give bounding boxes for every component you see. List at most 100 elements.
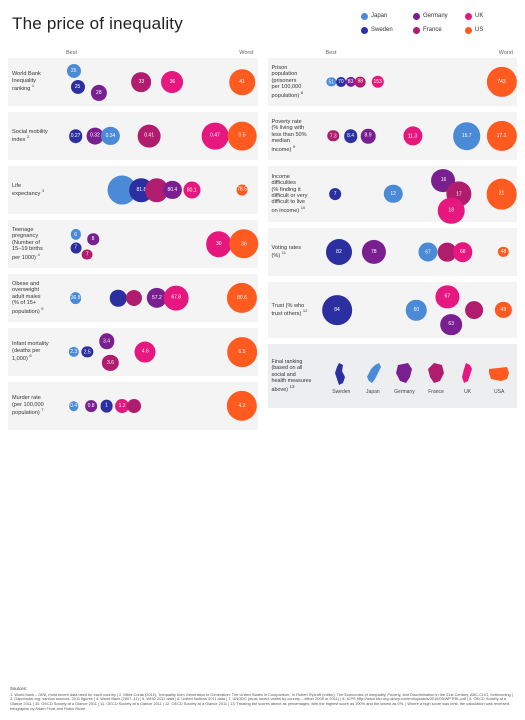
- bubble-us: 743: [486, 67, 516, 97]
- bubble-us: 6.5: [227, 337, 257, 367]
- country-sweden: Sweden: [329, 359, 353, 395]
- bubble-uk: 68: [453, 242, 473, 262]
- row-trust: Trust (% whotrust others) 128460676349: [268, 282, 518, 338]
- bubble-uk: 11.3: [403, 126, 422, 145]
- row-teenage-pregnancy: Teenagepregnancy(Number of15–19 birthspe…: [8, 220, 258, 268]
- row-track: 7.38.48.911.315.717.1: [324, 112, 518, 160]
- bubble-uk: 30: [206, 231, 232, 257]
- country-label: USA: [494, 389, 504, 395]
- bubble-france: [466, 301, 484, 319]
- final-items: SwedenJapanGermanyFranceUKUSA: [324, 355, 518, 397]
- legend-label: France: [423, 27, 442, 33]
- country-label: Germany: [394, 389, 415, 395]
- bubble-uk: 0.47: [202, 123, 229, 150]
- row-label: World BankInequalityranking 1: [8, 68, 64, 95]
- country-label: Sweden: [332, 389, 350, 395]
- bubble-japan: 25: [67, 64, 81, 78]
- bubble-japan: 0.4: [69, 401, 79, 411]
- legend-dot: [361, 13, 368, 20]
- row-label: Poverty rate(% living withless than 50%m…: [268, 116, 324, 156]
- legend-label: UK: [475, 13, 483, 19]
- legend-dot: [361, 27, 368, 34]
- bubble-us: 17.1: [486, 121, 516, 151]
- axis-labels: BestWorst: [8, 50, 258, 58]
- legend-dot: [413, 13, 420, 20]
- axis-best: Best: [326, 50, 337, 56]
- bubble-japan: 6: [70, 229, 80, 239]
- bubble-sweden: 82: [326, 239, 352, 265]
- row-track: 0.270.320.340.410.470.5: [64, 112, 258, 160]
- country-shape-icon: [424, 359, 448, 387]
- legend-item-sweden: Sweden: [361, 24, 411, 36]
- row-poverty-rate: Poverty rate(% living withless than 50%m…: [268, 112, 518, 160]
- final-label: Final ranking(based on allsocial andheal…: [268, 356, 324, 396]
- row-label: Teenagepregnancy(Number of15–19 birthspe…: [8, 224, 64, 264]
- bubble-germany: 8: [87, 233, 99, 245]
- row-voting-rates: Voting rates(%) 118278676848: [268, 228, 518, 276]
- column-1: Best Worst Prisonpopulation(prisonersper 1…: [268, 50, 518, 436]
- bubble-france: [126, 290, 142, 306]
- row-track: 67783036: [64, 220, 258, 268]
- bubble-germany: 80.4: [163, 181, 181, 199]
- row-track: 81.880.480.178.5: [64, 166, 258, 214]
- bubble-us: 36: [229, 229, 258, 258]
- country-shape-icon: [329, 359, 353, 387]
- bubble-sweden: 8.4: [344, 129, 358, 143]
- bubble-sweden: 70: [336, 77, 346, 87]
- country-germany: Germany: [392, 359, 416, 395]
- bubble-uk: 80.1: [183, 181, 200, 198]
- bubble-sweden: 0.27: [69, 129, 83, 143]
- column-0: BestWorstWorld BankInequalityranking 125…: [8, 50, 258, 436]
- bubble-japan: 0.34: [101, 127, 119, 145]
- bubble-france: 7: [82, 249, 93, 260]
- country-uk: UK: [456, 359, 480, 395]
- legend-label: US: [475, 27, 483, 33]
- bubble-us: 21: [486, 179, 517, 210]
- sources-text: 1. World bank – GINI, most recent data u…: [10, 693, 515, 713]
- sources: Sources: 1. World bank – GINI, most rece…: [10, 686, 515, 712]
- bubble-france: 0.41: [138, 125, 161, 148]
- country-label: Japan: [366, 389, 380, 395]
- row-label: Prisonpopulation(prisonersper 100,000pop…: [268, 62, 324, 102]
- bubble-uk: 36: [161, 71, 183, 93]
- bubble-japan: 60: [406, 300, 427, 321]
- bubble-uk: 18: [438, 198, 465, 225]
- row-obese-males: Obese andoverweightadult males(% of 15+p…: [8, 274, 258, 322]
- legend: Japan Germany UK Sweden France US: [361, 10, 515, 36]
- row-prison-population: Prisonpopulation(prisonersper 100,000pop…: [268, 58, 518, 106]
- row-label: Social mobilityindex 2: [8, 126, 64, 147]
- row-income-difficulties: Incomedifficulties(% finding itdifficult…: [268, 166, 518, 222]
- bubble-japan: 12: [384, 185, 402, 203]
- bubble-france: [127, 399, 141, 413]
- row-track: 8460676349: [324, 282, 518, 338]
- bubble-germany: 78: [362, 240, 386, 264]
- bubble-japan: 67: [418, 242, 437, 261]
- bubble-uk: 67.8: [164, 286, 189, 311]
- bubble-germany: 28: [91, 84, 107, 100]
- legend-dot: [413, 27, 420, 34]
- row-track: 0.40.811.24.2: [64, 382, 258, 430]
- country-shape-icon: [361, 359, 385, 387]
- bubble-sweden: 7: [329, 188, 341, 200]
- bubble-japan: 36.8: [70, 292, 82, 304]
- row-track: 252528333641: [64, 58, 258, 106]
- axis-worst: Worst: [499, 50, 513, 56]
- bubble-uk: 67: [436, 285, 459, 308]
- legend-label: Japan: [371, 13, 387, 19]
- country-us: USA: [487, 359, 511, 395]
- row-social-mobility: Social mobilityindex 20.270.320.340.410.…: [8, 112, 258, 160]
- legend-item-germany: Germany: [413, 10, 463, 22]
- bubble-japan: 2.3: [68, 347, 78, 357]
- bubble-sweden: 25: [71, 80, 85, 94]
- sources-heading: Sources:: [10, 686, 515, 691]
- bubble-sweden: 7: [70, 242, 81, 253]
- bubble-france: 98: [355, 77, 366, 88]
- legend-label: Germany: [423, 13, 448, 19]
- axis-labels: Best Worst: [268, 50, 518, 58]
- bubble-germany: 3.4: [99, 334, 114, 349]
- row-track: 71216171821: [324, 166, 518, 222]
- bubble-sweden: [110, 290, 127, 307]
- country-shape-icon: [392, 359, 416, 387]
- row-label: Trust (% whotrust others) 12: [268, 300, 324, 321]
- bubble-france: 7.3: [327, 130, 338, 141]
